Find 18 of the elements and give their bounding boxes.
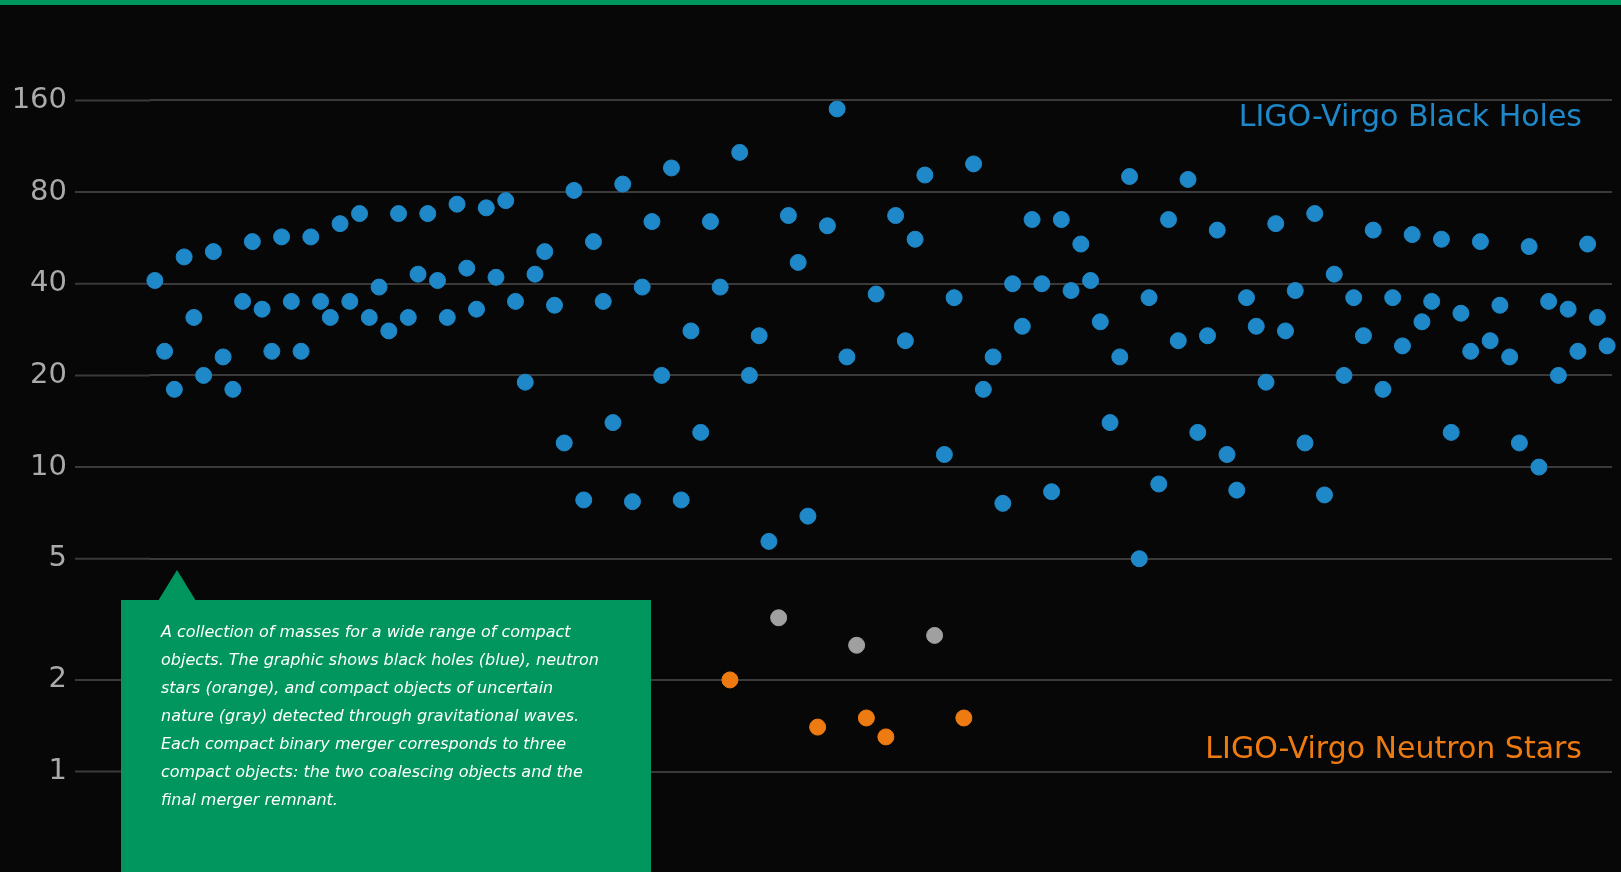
point (848, 636, 866, 654)
point (955, 709, 973, 727)
y-tick-label: 80 (30, 172, 67, 207)
point (809, 718, 827, 736)
text: LIGO-Virgo Neutron Stars (1205, 729, 1582, 765)
y-tick-label: 2 (48, 660, 67, 695)
text: LIGO-Virgo Black Holes (1238, 97, 1582, 133)
y-tick-label: 160 (11, 80, 67, 115)
y-tick-label: 40 (30, 264, 67, 299)
point (770, 609, 788, 627)
y-tick-label: 5 (48, 539, 67, 574)
y-tick-label: 1 (48, 752, 67, 787)
point (857, 709, 875, 727)
y-tick-label: 10 (30, 447, 67, 482)
point (721, 671, 739, 689)
y-tick-label: 20 (30, 355, 67, 390)
point (926, 626, 944, 644)
point (877, 728, 895, 746)
